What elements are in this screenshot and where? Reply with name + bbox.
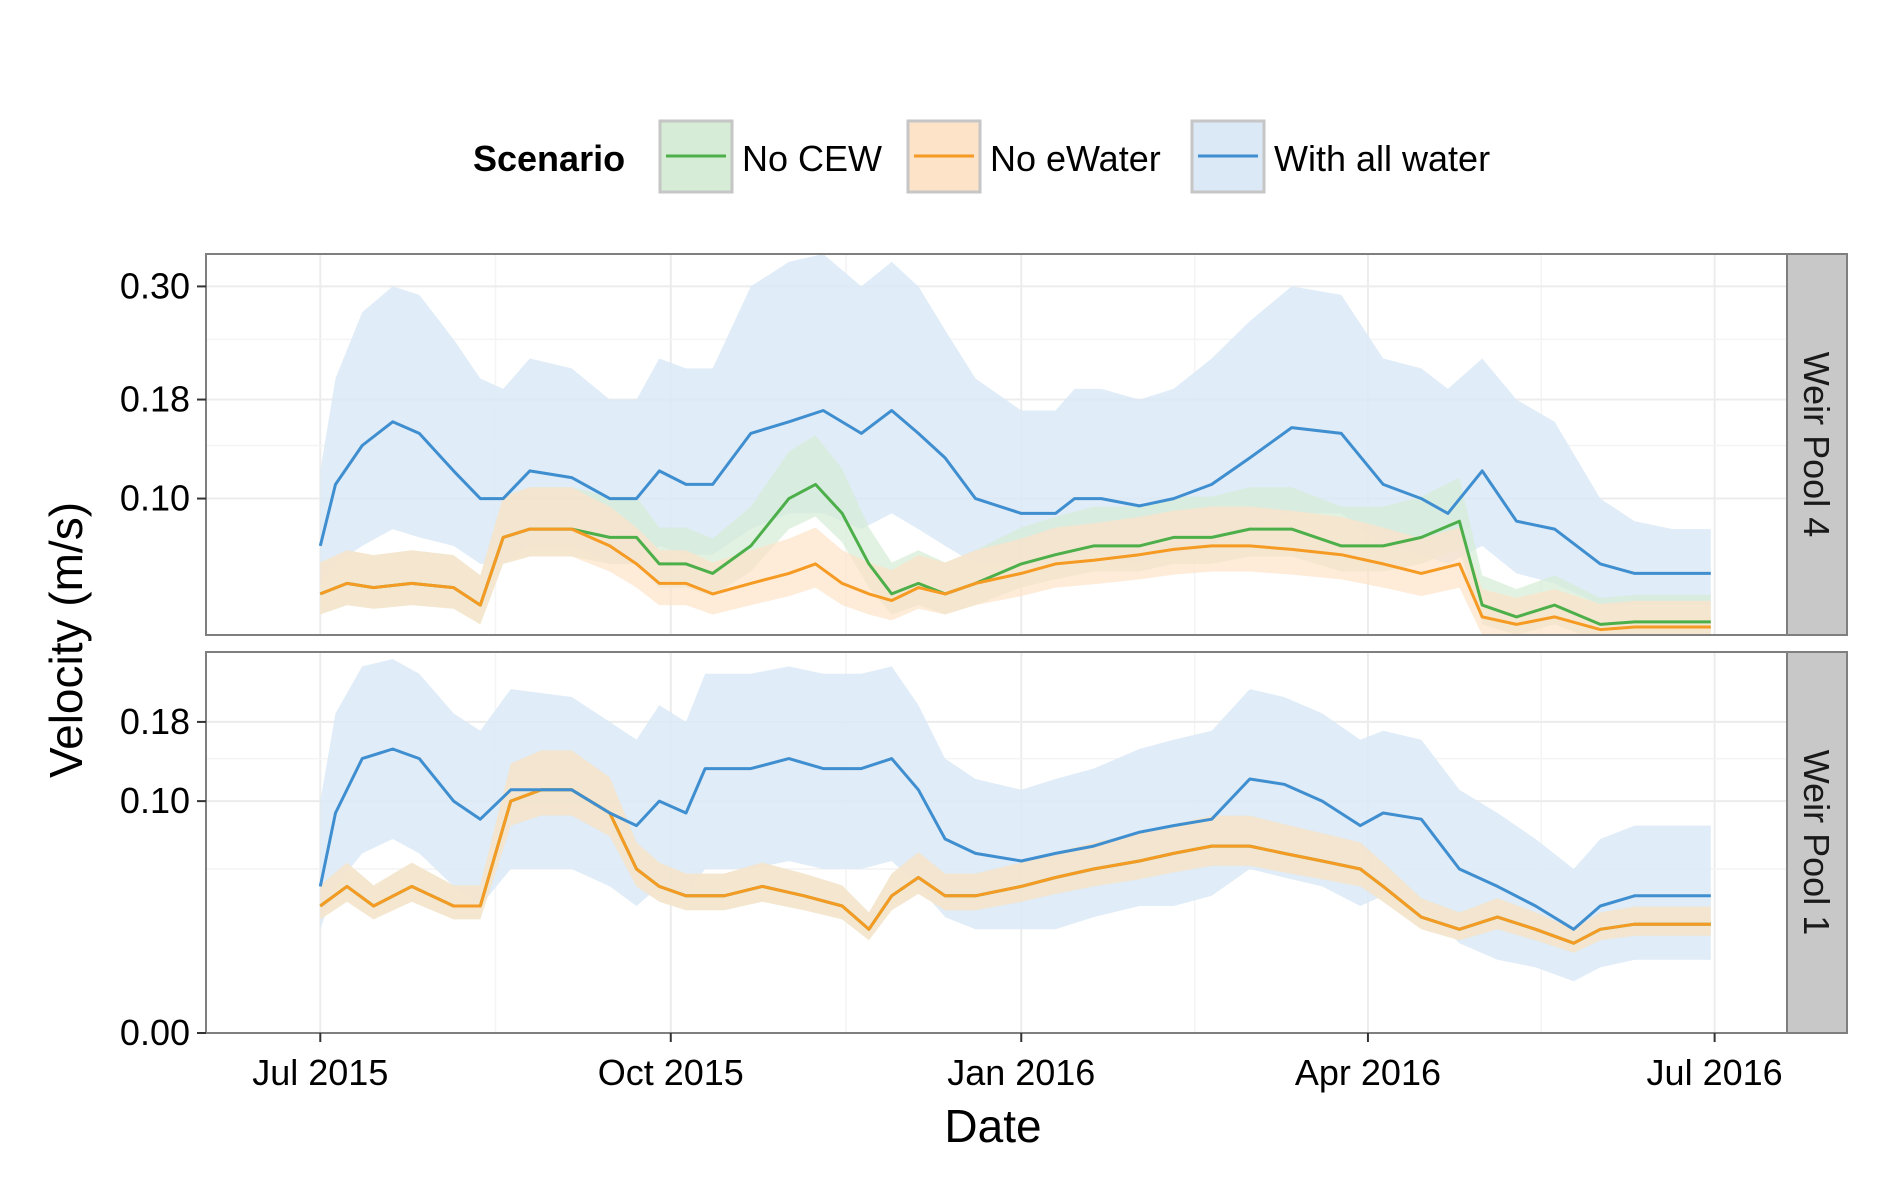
y-axis: 0.00 0.10 0.18 bbox=[120, 701, 206, 1053]
panel-weir-pool-1: 0.00 0.10 0.18 Weir Pool 1 bbox=[120, 651, 1848, 1053]
legend-entry-no-ewater: No eWater bbox=[906, 119, 1161, 194]
x-axis-title: Date bbox=[944, 1100, 1041, 1152]
line-with-all-water bbox=[318, 747, 1711, 931]
x-tick-label: Jul 2015 bbox=[252, 1052, 388, 1093]
y-tick-label: 0.10 bbox=[120, 478, 190, 519]
legend-label-with-all-water: With all water bbox=[1274, 138, 1490, 179]
legend-title: Scenario bbox=[473, 138, 625, 179]
x-tick-label: Apr 2016 bbox=[1295, 1052, 1441, 1093]
line-no-ewater bbox=[319, 527, 1711, 632]
x-tick-label: Jul 2016 bbox=[1647, 1052, 1783, 1093]
facet-strip bbox=[1786, 253, 1848, 636]
legend-label-no-cew: No CEW bbox=[742, 138, 882, 179]
legend-entry-no-cew: No CEW bbox=[658, 119, 882, 194]
legend: Scenario No CEW No eWater With all water bbox=[473, 119, 1490, 194]
legend-entry-with-all-water: With all water bbox=[1190, 119, 1490, 194]
line-with-all-water bbox=[318, 409, 1711, 575]
legend-label-no-ewater: No eWater bbox=[990, 138, 1161, 179]
y-tick-label: 0.00 bbox=[120, 1012, 190, 1053]
x-tick-label: Jan 2016 bbox=[947, 1052, 1095, 1093]
x-axis: Jul 2015 Oct 2015 Jan 2016 Apr 2016 Jul 2016 bbox=[252, 1033, 1783, 1093]
panel-weir-pool-4: 0.10 0.18 0.30 Weir Pool 4 bbox=[120, 253, 1848, 636]
line-no-ewater bbox=[319, 788, 1711, 945]
band-no-ewater bbox=[320, 750, 1711, 953]
y-tick-label: 0.10 bbox=[120, 780, 190, 821]
band-with-all-water bbox=[320, 659, 1711, 982]
y-axis-title: Velocity (m/s) bbox=[40, 502, 92, 778]
y-axis: 0.10 0.18 0.30 bbox=[120, 265, 206, 519]
panel-data bbox=[318, 659, 1711, 982]
y-tick-label: 0.30 bbox=[120, 265, 190, 306]
x-tick-label: Oct 2015 bbox=[598, 1052, 744, 1093]
y-tick-label: 0.18 bbox=[120, 701, 190, 742]
facet-strip-label: Weir Pool 4 bbox=[1796, 352, 1837, 537]
band-no-ewater bbox=[320, 487, 1711, 635]
facet-strip bbox=[1786, 651, 1848, 1034]
facet-strip-label: Weir Pool 1 bbox=[1796, 750, 1837, 935]
y-tick-label: 0.18 bbox=[120, 379, 190, 420]
panel-data bbox=[318, 254, 1711, 635]
